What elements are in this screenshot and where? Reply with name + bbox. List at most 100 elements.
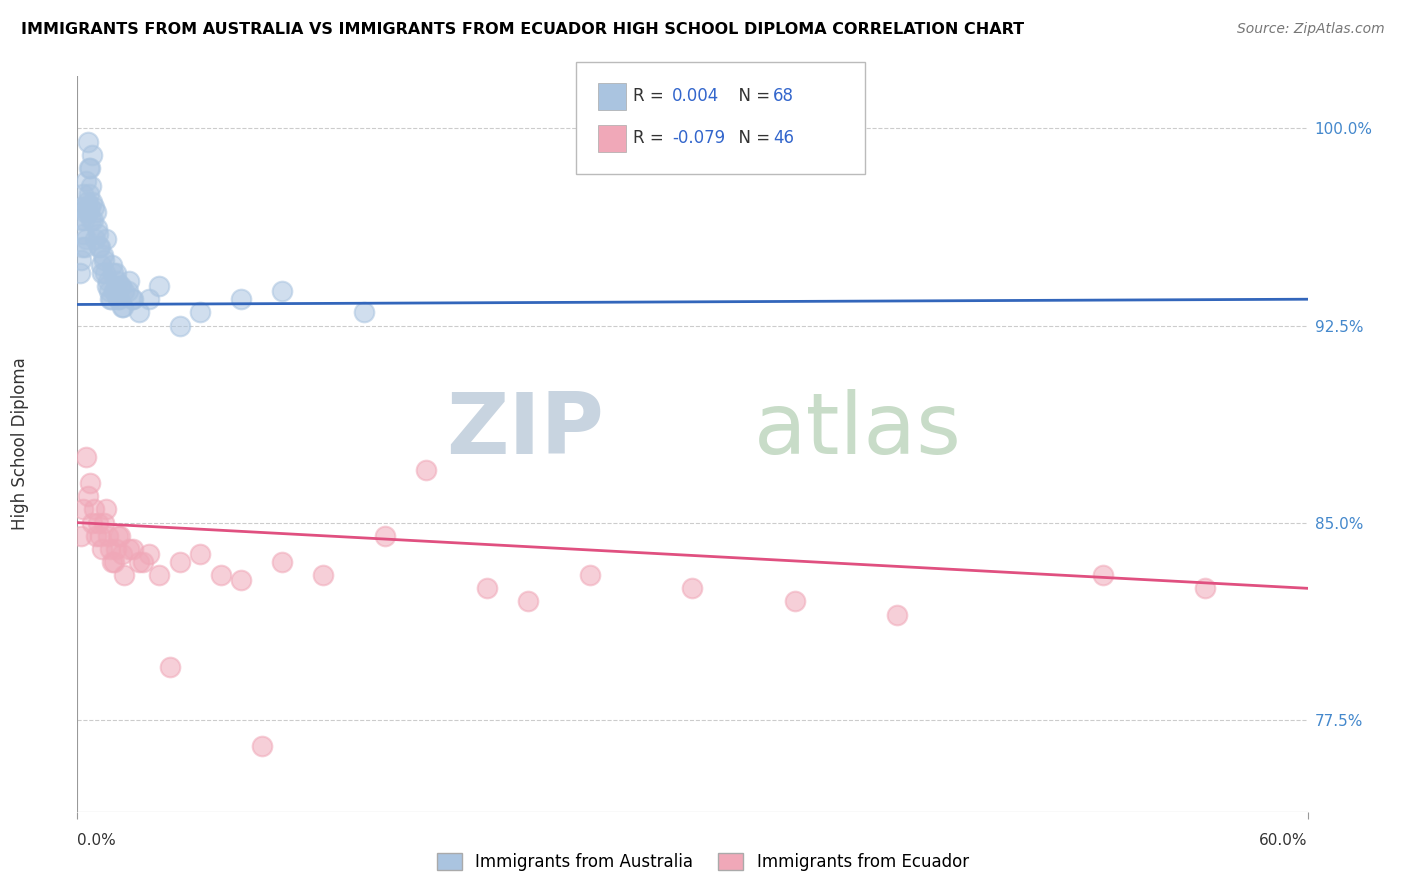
Point bbox=[103, 555, 125, 569]
Point bbox=[105, 541, 128, 556]
Point bbox=[886, 607, 908, 622]
Point bbox=[250, 739, 273, 753]
Point bbox=[128, 555, 150, 569]
Point bbox=[80, 147, 103, 161]
Point bbox=[105, 266, 128, 280]
Point bbox=[101, 258, 124, 272]
Point bbox=[117, 285, 139, 299]
Point bbox=[209, 568, 232, 582]
Point bbox=[138, 547, 160, 561]
Point bbox=[79, 161, 101, 175]
Point bbox=[76, 489, 98, 503]
Point bbox=[77, 205, 100, 219]
Point bbox=[103, 285, 125, 299]
Point bbox=[517, 594, 540, 608]
Point bbox=[111, 547, 134, 561]
Text: 0.0%: 0.0% bbox=[77, 833, 117, 847]
Point bbox=[93, 252, 115, 267]
Point bbox=[108, 292, 131, 306]
Point bbox=[105, 274, 128, 288]
Point bbox=[83, 200, 105, 214]
Point bbox=[107, 292, 129, 306]
Text: High School Diploma: High School Diploma bbox=[11, 358, 30, 530]
Point bbox=[83, 232, 105, 246]
Point bbox=[148, 279, 170, 293]
Point bbox=[159, 660, 181, 674]
Point bbox=[415, 463, 437, 477]
Point bbox=[87, 227, 110, 241]
Point bbox=[312, 568, 335, 582]
Point bbox=[91, 247, 114, 261]
Point bbox=[783, 594, 806, 608]
Point bbox=[104, 285, 127, 299]
Point bbox=[87, 240, 110, 254]
Point bbox=[121, 292, 143, 306]
Text: N =: N = bbox=[728, 87, 776, 105]
Point bbox=[75, 240, 97, 254]
Point bbox=[87, 516, 110, 530]
Point bbox=[72, 200, 94, 214]
Point bbox=[76, 135, 98, 149]
Point bbox=[128, 305, 150, 319]
Point bbox=[94, 266, 117, 280]
Point bbox=[97, 529, 120, 543]
Point bbox=[75, 450, 97, 464]
Point bbox=[83, 502, 105, 516]
Point bbox=[114, 285, 136, 299]
Point bbox=[84, 205, 107, 219]
Point bbox=[111, 300, 134, 314]
Point bbox=[89, 240, 111, 254]
Point bbox=[98, 292, 121, 306]
Point bbox=[93, 516, 115, 530]
Point bbox=[117, 541, 139, 556]
Point bbox=[70, 240, 93, 254]
Point bbox=[90, 258, 112, 272]
Point bbox=[121, 541, 143, 556]
Point bbox=[77, 187, 100, 202]
Point bbox=[89, 529, 111, 543]
Point bbox=[231, 574, 253, 588]
Point bbox=[73, 205, 96, 219]
Point bbox=[90, 541, 114, 556]
Point bbox=[72, 227, 94, 241]
Point bbox=[117, 274, 139, 288]
Text: Source: ZipAtlas.com: Source: ZipAtlas.com bbox=[1237, 22, 1385, 37]
Point bbox=[1194, 582, 1216, 596]
Point bbox=[132, 555, 155, 569]
Point bbox=[188, 547, 212, 561]
Point bbox=[110, 279, 132, 293]
Text: atlas: atlas bbox=[754, 389, 962, 472]
Point bbox=[112, 300, 135, 314]
Point bbox=[188, 305, 212, 319]
Point bbox=[110, 529, 132, 543]
Point bbox=[138, 292, 160, 306]
Text: R =: R = bbox=[633, 129, 669, 147]
Point bbox=[169, 318, 191, 333]
Point bbox=[79, 179, 101, 194]
Point bbox=[70, 252, 93, 267]
Point bbox=[73, 213, 96, 227]
Point bbox=[72, 502, 94, 516]
Point bbox=[353, 305, 375, 319]
Point bbox=[70, 213, 93, 227]
Text: N =: N = bbox=[728, 129, 776, 147]
Point bbox=[84, 529, 107, 543]
Point bbox=[76, 200, 98, 214]
Point bbox=[100, 292, 122, 306]
Point bbox=[69, 266, 91, 280]
Point bbox=[77, 161, 100, 175]
Point bbox=[94, 502, 117, 516]
Point bbox=[110, 279, 132, 293]
Point bbox=[98, 541, 121, 556]
Point bbox=[72, 187, 94, 202]
Text: 46: 46 bbox=[773, 129, 794, 147]
Point bbox=[79, 476, 101, 491]
Point bbox=[271, 555, 294, 569]
Point bbox=[98, 285, 121, 299]
Point bbox=[80, 516, 103, 530]
Legend: Immigrants from Australia, Immigrants from Ecuador: Immigrants from Australia, Immigrants fr… bbox=[429, 845, 977, 880]
Point bbox=[114, 568, 136, 582]
Point bbox=[682, 582, 704, 596]
Point bbox=[79, 200, 101, 214]
Text: 60.0%: 60.0% bbox=[1260, 833, 1308, 847]
